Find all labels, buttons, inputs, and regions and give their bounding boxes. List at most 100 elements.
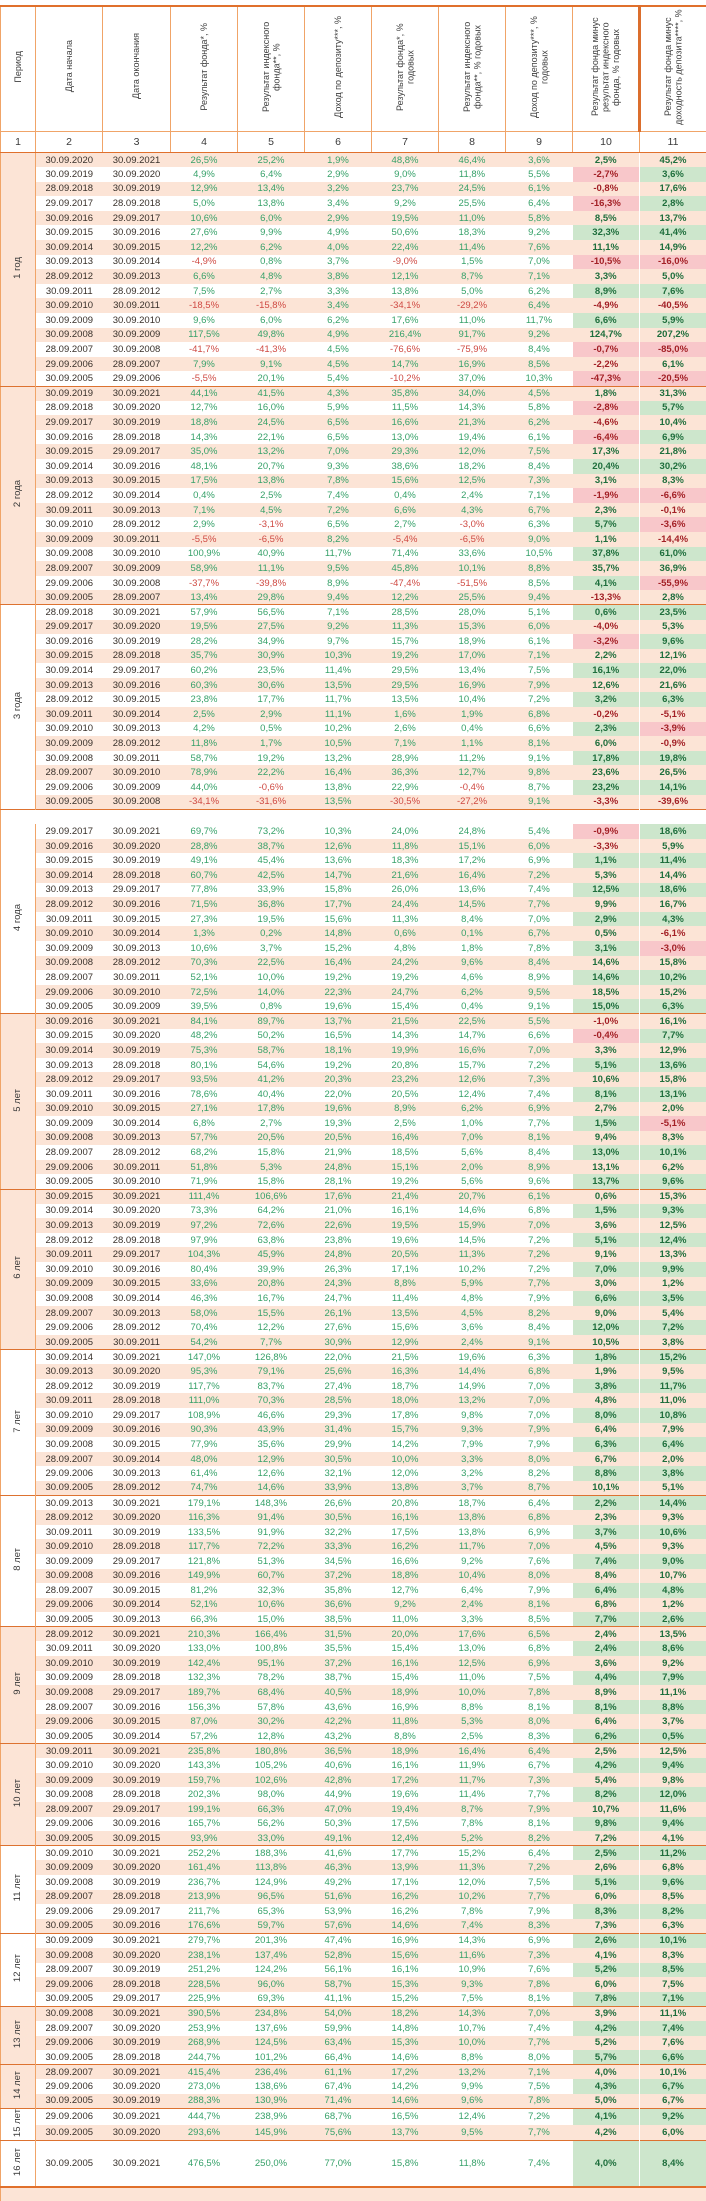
fund-minus-index-cell: 4,8%	[573, 1393, 640, 1408]
value-cell: 6,1%	[506, 182, 573, 197]
value-cell: 5,5%	[506, 167, 573, 182]
value-cell: 25,6%	[305, 1364, 372, 1379]
fund-minus-index-cell: 1,1%	[573, 532, 640, 547]
value-cell: 8,1%	[506, 1131, 573, 1146]
start-date-cell: 30.09.2005	[36, 999, 103, 1014]
fund-minus-deposit-cell: 13,5%	[640, 1627, 706, 1642]
value-cell: 63,4%	[305, 2036, 372, 2051]
fund-minus-index-cell: 6,0%	[573, 1977, 640, 1992]
end-date-cell: 30.09.2016	[103, 1919, 171, 1934]
value-cell: 13,2%	[439, 2065, 506, 2080]
value-cell: 68,4%	[238, 1685, 305, 1700]
value-cell: 34,9%	[238, 634, 305, 649]
start-date-cell: 28.09.2012	[36, 1072, 103, 1087]
value-cell: 0,4%	[372, 488, 439, 503]
end-date-cell: 30.09.2015	[103, 240, 171, 255]
value-cell: 6,9%	[506, 1656, 573, 1671]
fund-minus-deposit-cell: 10,1%	[640, 1145, 706, 1160]
fund-minus-index-cell: 8,1%	[573, 1087, 640, 1102]
value-cell: 7,1%	[506, 2065, 573, 2080]
value-cell: 69,7%	[171, 824, 238, 839]
value-cell: 52,8%	[305, 1948, 372, 1963]
start-date-cell: 28.09.2007	[36, 1145, 103, 1160]
end-date-cell: 30.09.2016	[103, 1262, 171, 1277]
value-cell: 57,9%	[171, 605, 238, 620]
start-date-cell: 30.09.2013	[36, 1218, 103, 1233]
value-cell: 78,2%	[238, 1671, 305, 1686]
value-cell: 17,1%	[372, 1875, 439, 1890]
period-group-cell: 4 года	[1, 824, 36, 1014]
fund-minus-index-cell: 6,8%	[573, 1598, 640, 1613]
start-date-cell: 30.09.2011	[36, 912, 103, 927]
end-date-cell: 28.09.2012	[103, 1481, 171, 1496]
fund-minus-deposit-cell: 2,8%	[640, 196, 706, 211]
value-cell: 71,4%	[305, 2094, 372, 2109]
fund-minus-deposit-cell: 15,8%	[640, 956, 706, 971]
value-cell: 33,6%	[439, 547, 506, 562]
value-cell: 22,3%	[305, 985, 372, 1000]
end-date-cell: 30.09.2021	[103, 824, 171, 839]
fund-minus-deposit-cell: 16,1%	[640, 1014, 706, 1029]
value-cell: 1,9%	[305, 153, 372, 168]
column-number: 5	[238, 132, 305, 153]
start-date-cell: 28.09.2018	[36, 182, 103, 197]
value-cell: 7,0%	[506, 1218, 573, 1233]
start-date-cell: 29.09.2006	[36, 1817, 103, 1832]
end-date-cell: 29.09.2017	[103, 1408, 171, 1423]
period-label: 7 лет	[13, 1410, 24, 1433]
value-cell: 3,4%	[305, 298, 372, 313]
value-cell: -3,1%	[238, 517, 305, 532]
value-cell: 4,5%	[305, 357, 372, 372]
value-cell: 17,6%	[439, 1627, 506, 1642]
value-cell: 293,6%	[171, 2125, 238, 2141]
value-cell: 36,8%	[238, 897, 305, 912]
value-cell: 45,9%	[238, 1247, 305, 1262]
value-cell: 17,1%	[372, 1262, 439, 1277]
end-date-cell: 30.09.2014	[103, 488, 171, 503]
value-cell: 199,1%	[171, 1802, 238, 1817]
end-date-cell: 30.09.2019	[103, 1218, 171, 1233]
period-group-cell: 15 лет	[1, 2108, 36, 2140]
end-date-cell: 28.09.2018	[103, 196, 171, 211]
value-cell: 35,5%	[305, 1641, 372, 1656]
value-cell: 11,4%	[439, 240, 506, 255]
value-cell: 7,1%	[506, 269, 573, 284]
value-cell: 16,4%	[372, 1131, 439, 1146]
fund-minus-deposit-cell: 6,8%	[640, 1860, 706, 1875]
start-date-cell: 28.09.2007	[36, 342, 103, 357]
value-cell: -30,5%	[372, 795, 439, 810]
value-cell: -75,9%	[439, 342, 506, 357]
value-cell: -51,5%	[439, 576, 506, 591]
value-cell: 18,2%	[439, 459, 506, 474]
value-cell: 16,6%	[372, 415, 439, 430]
fund-minus-deposit-cell: 9,2%	[640, 2108, 706, 2124]
fund-minus-index-cell: 23,6%	[573, 765, 640, 780]
start-date-cell: 30.09.2019	[36, 167, 103, 182]
period-label: 2 года	[13, 480, 24, 507]
fund-minus-deposit-cell: 10,2%	[640, 970, 706, 985]
end-date-cell: 28.09.2007	[103, 357, 171, 372]
start-date-cell: 30.09.2013	[36, 255, 103, 270]
value-cell: 7,7%	[506, 1787, 573, 1802]
fund-minus-index-cell: 5,3%	[573, 868, 640, 883]
cropped-next-section-strip	[0, 2188, 706, 2201]
fund-minus-index-cell: 1,1%	[573, 853, 640, 868]
value-cell: 16,2%	[372, 1539, 439, 1554]
start-date-cell: 28.09.2012	[36, 488, 103, 503]
end-date-cell: 30.09.2020	[103, 1510, 171, 1525]
start-date-cell: 30.09.2008	[36, 2006, 103, 2021]
column-number: 7	[372, 132, 439, 153]
fund-minus-deposit-cell: 2,6%	[640, 1612, 706, 1627]
fund-minus-index-cell: 4,3%	[573, 2079, 640, 2094]
value-cell: 32,3%	[238, 1583, 305, 1598]
value-cell: 8,1%	[506, 1598, 573, 1613]
fund-minus-deposit-cell: 9,4%	[640, 1758, 706, 1773]
